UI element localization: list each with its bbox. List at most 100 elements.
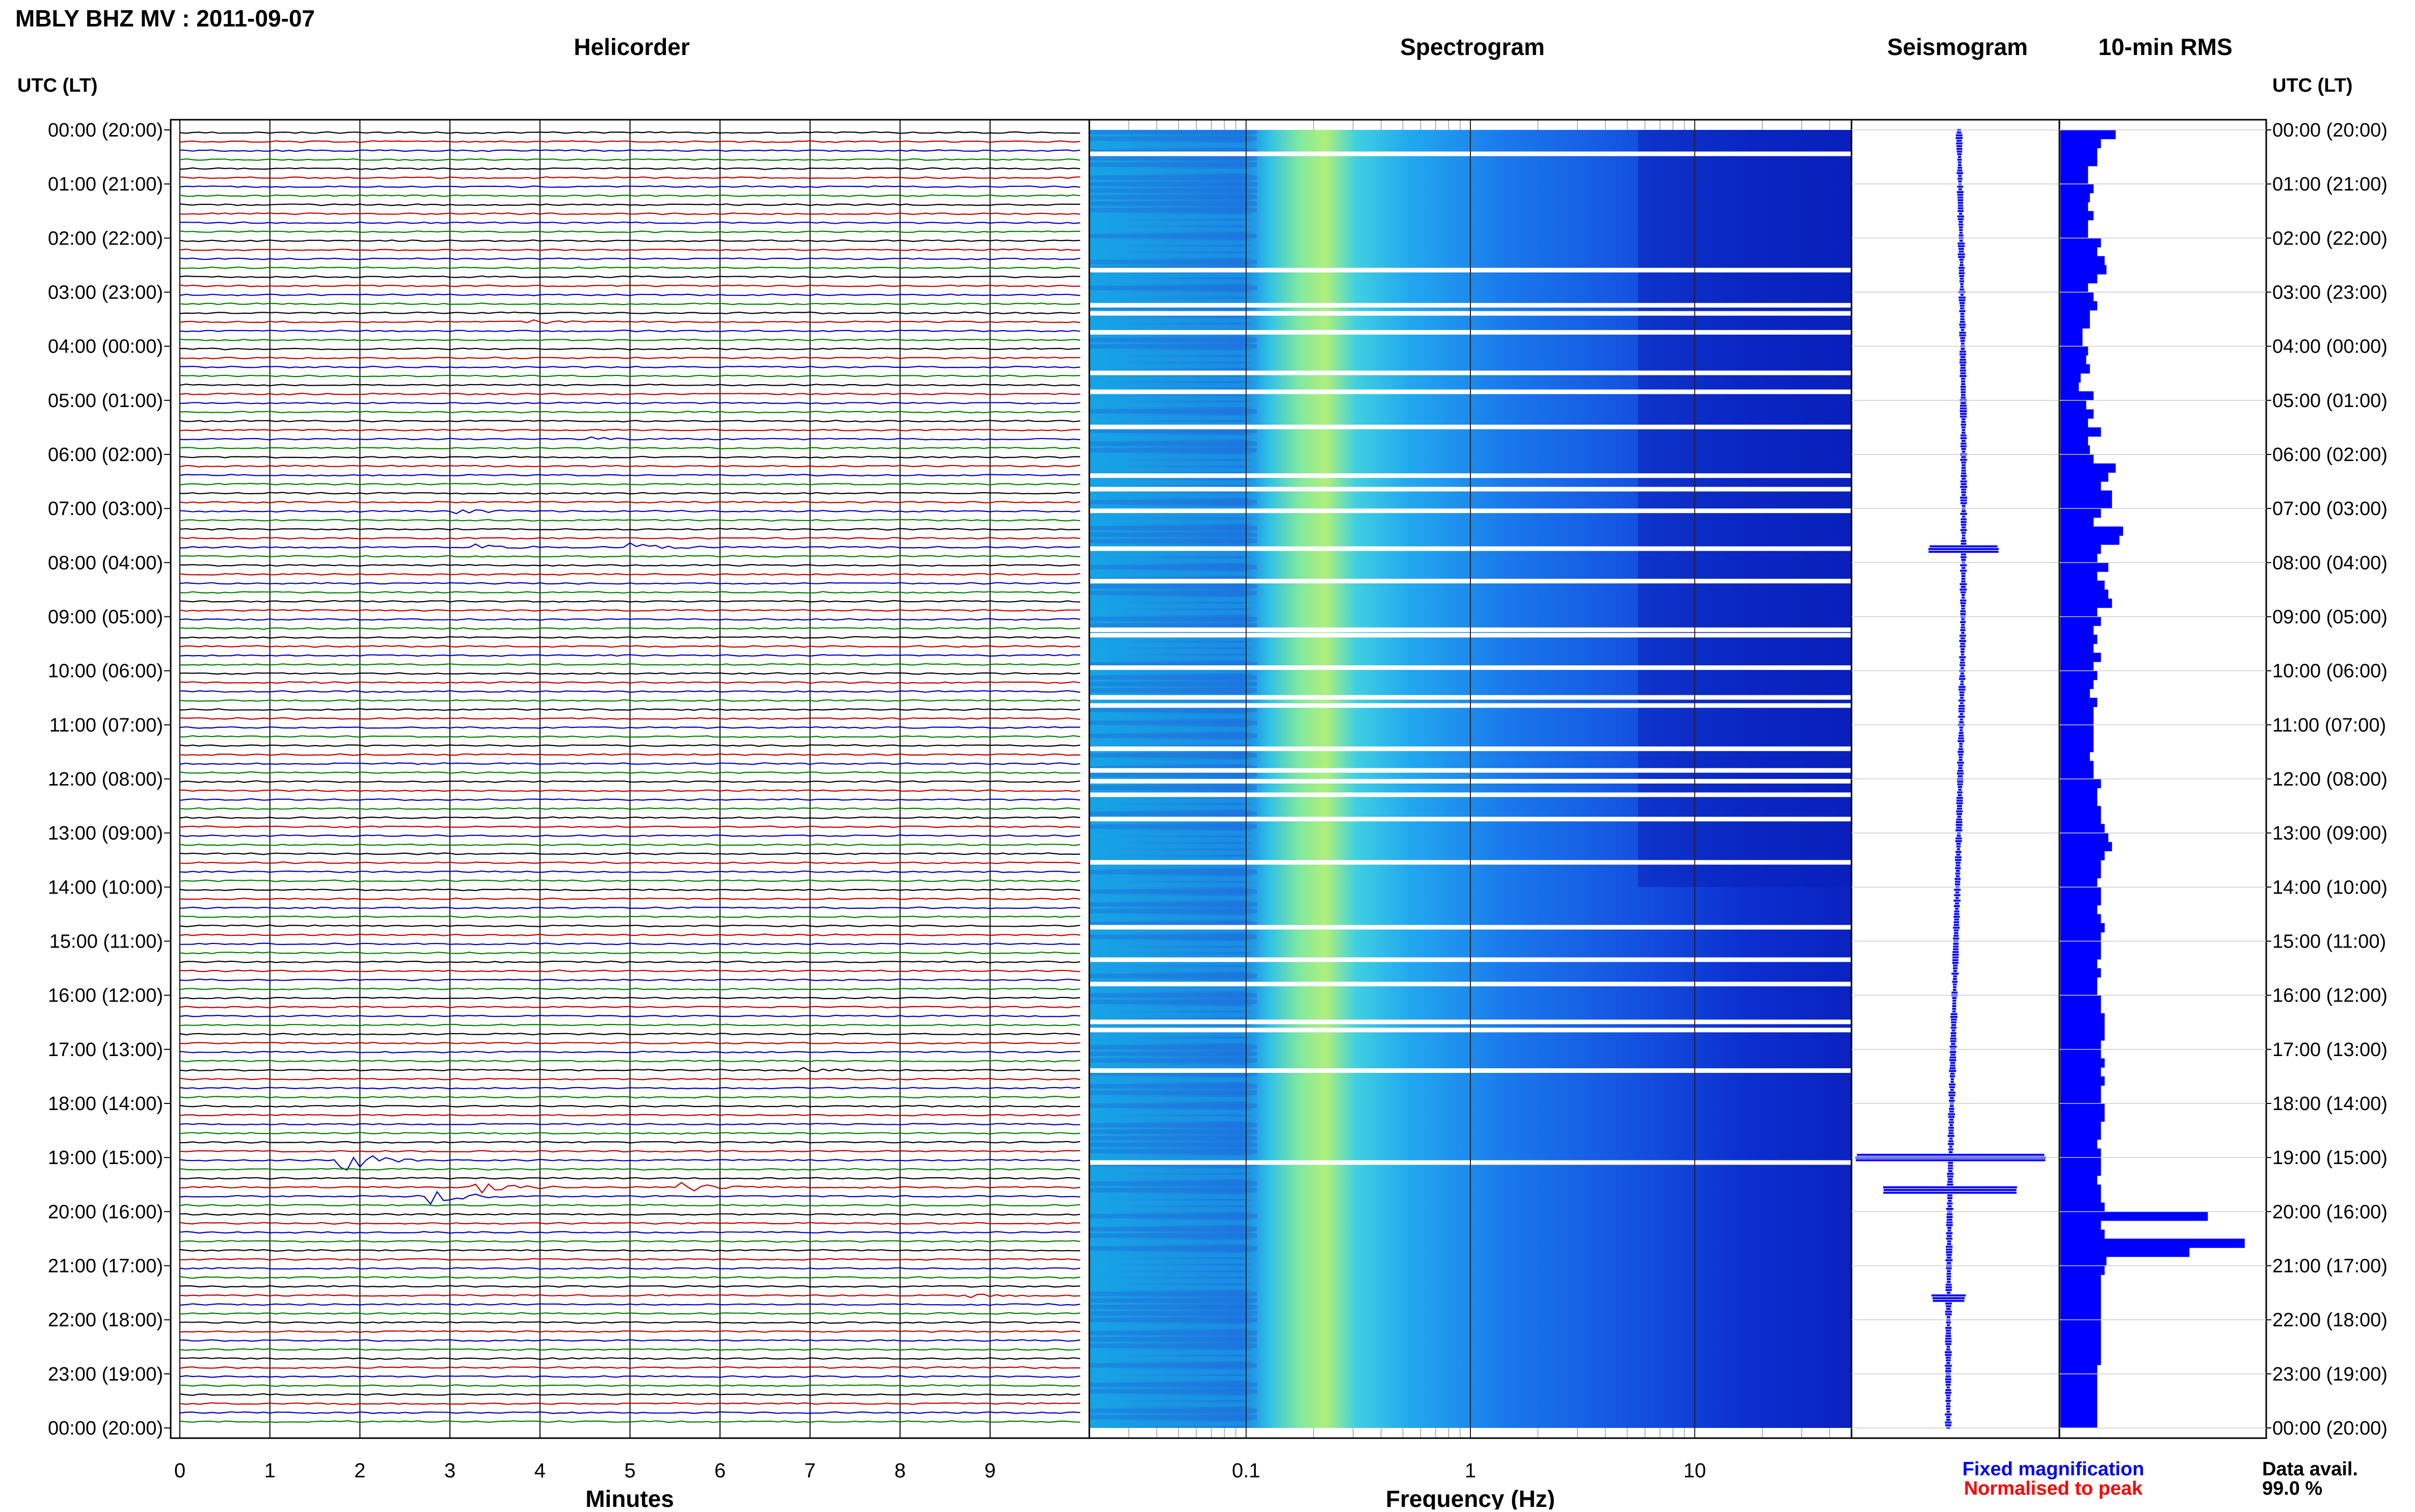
rms-bar xyxy=(2060,607,2098,617)
helicorder-trace xyxy=(179,1150,1081,1153)
spectrogram-row xyxy=(1089,590,1257,596)
helicorder-trace xyxy=(179,1375,1081,1378)
helicorder-trace xyxy=(179,1420,1081,1423)
spectrogram-row xyxy=(1089,1278,1257,1283)
helicorder-trace xyxy=(179,311,1081,314)
helicorder-trace xyxy=(179,1050,1081,1054)
rms-bar xyxy=(2060,454,2094,464)
time-label-right: 18:00 (14:00) xyxy=(2272,1093,2387,1115)
spectrogram-row xyxy=(1089,967,1257,972)
rms-bar xyxy=(2060,661,2094,671)
spectrogram-row xyxy=(1089,325,1257,330)
rms-bar xyxy=(2060,481,2101,491)
time-label-left: 15:00 (11:00) xyxy=(49,931,163,953)
spectrogram-row xyxy=(1089,201,1257,206)
helicorder-trace xyxy=(179,1339,1081,1342)
rms-bar xyxy=(2060,1022,2105,1032)
time-label-left: 17:00 (13:00) xyxy=(48,1039,163,1061)
helicorder-trace xyxy=(179,563,1081,567)
time-label-right: 08:00 (04:00) xyxy=(2272,552,2387,574)
legend-fixed: Fixed magnification xyxy=(1963,1459,2144,1480)
time-label-right: 06:00 (02:00) xyxy=(2272,444,2387,466)
spectrogram-row xyxy=(1089,1402,1257,1407)
helicorder-trace xyxy=(179,681,1081,684)
helicorder-trace xyxy=(179,1276,1081,1279)
spectrogram-row xyxy=(1089,934,1257,939)
spectrogram-row xyxy=(1089,564,1257,570)
rms-bar xyxy=(2060,1265,2105,1275)
spectrogram-row xyxy=(1089,538,1257,544)
helicorder-trace xyxy=(179,987,1081,991)
spectrogram-row xyxy=(1089,772,1257,777)
spectrogram-row xyxy=(1089,837,1257,842)
spectrogram-row xyxy=(1089,409,1257,414)
spectrogram-row xyxy=(1089,155,1257,160)
helicorder-trace xyxy=(179,1267,1081,1270)
helicorder-trace xyxy=(179,131,1081,134)
helicorder-trace xyxy=(179,744,1081,747)
spectrogram-row xyxy=(1089,512,1257,518)
rms-bar xyxy=(2060,256,2105,265)
time-label-right: 23:00 (19:00) xyxy=(2272,1364,2387,1385)
rms-bar xyxy=(2060,1121,2101,1131)
rms-bar xyxy=(2060,1157,2101,1167)
spectrogram-row xyxy=(1089,1376,1257,1381)
spectrogram-row xyxy=(1089,720,1257,725)
rms-bar xyxy=(2060,724,2094,735)
time-label-right: 05:00 (01:00) xyxy=(2272,390,2387,412)
spectrogram-row xyxy=(1089,1324,1257,1329)
time-label-left: 18:00 (14:00) xyxy=(48,1093,163,1115)
helicorder-trace xyxy=(179,753,1081,756)
helicorder-trace xyxy=(179,1285,1081,1288)
spectrogram-row xyxy=(1089,1000,1257,1005)
minute-tick-label: 7 xyxy=(804,1460,816,1482)
spectrogram-row xyxy=(1089,299,1257,304)
helicorder-trace xyxy=(179,654,1081,657)
helicorder-trace xyxy=(179,230,1081,233)
rms-bar xyxy=(2060,653,2101,662)
rms-bar xyxy=(2060,355,2086,365)
helicorder-trace xyxy=(179,542,1081,549)
helicorder-trace xyxy=(179,843,1081,846)
spectrogram-row xyxy=(1089,1201,1257,1206)
rms-bar xyxy=(2060,1248,2190,1257)
spectrogram-row xyxy=(1089,1071,1257,1076)
helicorder-header: Helicorder xyxy=(574,34,690,60)
spectrogram-row xyxy=(1089,1129,1257,1134)
helicorder-trace xyxy=(179,239,1081,242)
time-label-right: 19:00 (15:00) xyxy=(2272,1147,2387,1169)
rms-bar xyxy=(2060,1238,2245,1248)
rms-bar xyxy=(2060,1275,2101,1284)
rms-bar xyxy=(2060,697,2098,707)
helicorder-trace xyxy=(180,347,1081,350)
time-label-left: 20:00 (16:00) xyxy=(48,1201,163,1223)
helicorder-trace xyxy=(179,221,1081,225)
rms-bar xyxy=(2060,986,2098,996)
freq-tick-label: 0.1 xyxy=(1232,1460,1260,1482)
rms-bar xyxy=(2060,211,2094,221)
time-label-left: 21:00 (17:00) xyxy=(48,1256,163,1277)
rms-bar xyxy=(2060,824,2105,833)
spectrogram-row xyxy=(1089,902,1257,907)
time-label-right: 15:00 (11:00) xyxy=(2272,931,2386,953)
spectrogram-row xyxy=(1089,830,1257,835)
time-label-left: 07:00 (03:00) xyxy=(48,498,163,520)
time-label-left: 23:00 (19:00) xyxy=(48,1364,163,1385)
time-label-left: 00:00 (20:00) xyxy=(48,120,163,141)
spectrogram-row xyxy=(1089,1038,1257,1043)
rms-bar xyxy=(2060,1076,2105,1086)
spectrogram-header: Spectrogram xyxy=(1400,34,1545,60)
rms-bar xyxy=(2060,1319,2101,1329)
spectrogram-row xyxy=(1089,1181,1257,1186)
helicorder-trace xyxy=(180,492,1081,495)
spectrogram-row xyxy=(1089,1363,1257,1368)
spectrogram-row xyxy=(1089,279,1257,284)
helicorder-trace xyxy=(179,1005,1081,1009)
helicorder-trace xyxy=(179,149,1081,152)
rms-bar xyxy=(2060,860,2101,870)
spectrogram-row xyxy=(1089,318,1257,323)
spectrogram-row xyxy=(1089,500,1257,505)
rms-bar xyxy=(2060,562,2109,572)
rms-bar xyxy=(2060,553,2098,563)
rms-bar xyxy=(2060,1392,2098,1401)
